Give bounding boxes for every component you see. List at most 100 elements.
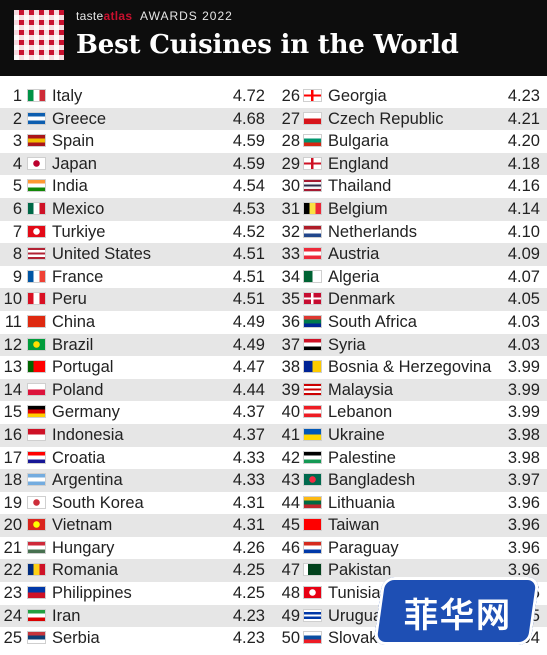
greece-flag-icon bbox=[27, 111, 46, 125]
header-banner: tasteatlas AWARDS 2022 Best Cuisines in … bbox=[0, 0, 547, 76]
rank-number: 5 bbox=[12, 177, 22, 196]
rating-score: 3.96 bbox=[507, 493, 540, 512]
rank-number: 25 bbox=[3, 629, 22, 648]
thailand-flag-icon bbox=[303, 179, 322, 193]
rank-number: 36 bbox=[281, 312, 300, 331]
indonesia-flag-icon bbox=[27, 427, 46, 441]
rating-score: 4.21 bbox=[507, 109, 540, 128]
country-name: Taiwan bbox=[328, 516, 380, 535]
table-row: 15 Germany 4.37 40 Lebanon 3.99 bbox=[0, 401, 547, 424]
rank-number: 32 bbox=[281, 222, 300, 241]
table-row: 4 Japan 4.59 29 England 4.18 bbox=[0, 152, 547, 176]
rank-number: 3 bbox=[12, 132, 22, 151]
rating-score: 4.20 bbox=[507, 132, 540, 151]
slovakia-flag-icon bbox=[303, 631, 322, 645]
peru-flag-icon bbox=[27, 292, 46, 306]
country-name: Ukraine bbox=[328, 425, 385, 444]
rank-number: 45 bbox=[281, 516, 300, 535]
table-row: 11 China 4.49 36 South Africa 4.03 bbox=[0, 311, 547, 334]
country-name: Serbia bbox=[52, 629, 100, 648]
country-name: Iran bbox=[52, 606, 81, 625]
country-name: Georgia bbox=[328, 87, 387, 105]
rating-score: 3.96 bbox=[507, 561, 540, 580]
rank-number: 28 bbox=[281, 132, 300, 151]
brand-line: tasteatlas AWARDS 2022 bbox=[76, 9, 233, 23]
rating-score: 3.96 bbox=[507, 516, 540, 535]
rating-score: 3.98 bbox=[507, 425, 540, 444]
bangladesh-flag-icon bbox=[303, 473, 322, 487]
country-name: England bbox=[328, 154, 389, 173]
spain-flag-icon bbox=[27, 134, 46, 148]
rating-score: 4.03 bbox=[507, 335, 540, 354]
netherlands-flag-icon bbox=[303, 224, 322, 238]
rank-number: 47 bbox=[281, 561, 300, 580]
country-name: Czech Republic bbox=[328, 109, 444, 128]
rating-score: 4.10 bbox=[507, 222, 540, 241]
rating-score: 4.47 bbox=[232, 358, 265, 377]
croatia-flag-icon bbox=[27, 450, 46, 464]
france-flag-icon bbox=[27, 269, 46, 283]
table-row: 22 Romania 4.25 47 Pakistan 3.96 bbox=[0, 559, 547, 583]
ukraine-flag-icon bbox=[303, 427, 322, 441]
bulgaria-flag-icon bbox=[303, 134, 322, 148]
country-name: Malaysia bbox=[328, 380, 394, 399]
rank-number: 8 bbox=[12, 245, 22, 264]
rank-number: 10 bbox=[3, 290, 22, 309]
awards-label: AWARDS 2022 bbox=[140, 9, 233, 23]
page-title: Best Cuisines in the World bbox=[76, 30, 459, 60]
rank-number: 42 bbox=[281, 448, 300, 467]
rating-score: 3.98 bbox=[507, 448, 540, 467]
rank-number: 2 bbox=[12, 109, 22, 128]
rank-number: 40 bbox=[281, 403, 300, 422]
rank-number: 34 bbox=[281, 267, 300, 286]
rating-score: 4.49 bbox=[232, 312, 265, 331]
united-states-flag-icon bbox=[27, 247, 46, 261]
syria-flag-icon bbox=[303, 337, 322, 351]
india-flag-icon bbox=[27, 179, 46, 193]
country-name: Lebanon bbox=[328, 403, 393, 422]
country-name: India bbox=[52, 177, 88, 196]
rank-number: 1 bbox=[12, 87, 22, 105]
taiwan-flag-icon bbox=[303, 518, 322, 532]
rank-number: 43 bbox=[281, 471, 300, 490]
table-row: 21 Hungary 4.26 46 Paraguay 3.96 bbox=[0, 537, 547, 560]
country-name: Thailand bbox=[328, 177, 392, 196]
rating-score: 4.54 bbox=[232, 177, 265, 196]
country-name: Lithuania bbox=[328, 493, 395, 512]
tunisia-flag-icon bbox=[303, 586, 322, 600]
pakistan-flag-icon bbox=[303, 563, 322, 577]
rating-score: 4.16 bbox=[507, 177, 540, 196]
rank-number: 46 bbox=[281, 538, 300, 557]
rank-number: 11 bbox=[4, 312, 22, 331]
country-name: Japan bbox=[52, 154, 97, 173]
table-row: 3 Spain 4.59 28 Bulgaria 4.20 bbox=[0, 130, 547, 153]
rank-number: 21 bbox=[3, 538, 22, 557]
rating-score: 4.37 bbox=[232, 403, 265, 422]
rank-number: 17 bbox=[3, 448, 22, 467]
rank-number: 16 bbox=[3, 425, 22, 444]
country-name: Peru bbox=[52, 290, 87, 309]
georgia-flag-icon bbox=[303, 89, 322, 102]
rating-score: 3.99 bbox=[507, 380, 540, 399]
japan-flag-icon bbox=[27, 156, 46, 170]
rating-score: 4.23 bbox=[507, 87, 540, 105]
rank-number: 38 bbox=[281, 358, 300, 377]
rank-number: 30 bbox=[281, 177, 300, 196]
rank-number: 13 bbox=[3, 358, 22, 377]
paraguay-flag-icon bbox=[303, 540, 322, 554]
tasteatlas-logo-icon bbox=[14, 10, 64, 60]
rank-number: 23 bbox=[3, 584, 22, 603]
rating-score: 4.33 bbox=[232, 471, 265, 490]
country-name: Vietnam bbox=[52, 516, 113, 535]
rating-score: 4.59 bbox=[232, 132, 265, 151]
country-name: Bulgaria bbox=[328, 132, 389, 151]
rank-number: 9 bbox=[12, 267, 22, 286]
algeria-flag-icon bbox=[303, 269, 322, 283]
table-row: 7 Turkiye 4.52 32 Netherlands 4.10 bbox=[0, 221, 547, 244]
rating-score: 4.52 bbox=[232, 222, 265, 241]
china-flag-icon bbox=[27, 314, 46, 328]
country-name: Brazil bbox=[52, 335, 94, 354]
country-name: Algeria bbox=[328, 267, 380, 286]
rankings-table: 1 Italy 4.72 26 Georgia 4.23 2 Greece 4.68 27 Czec… bbox=[0, 85, 547, 650]
turkiye-flag-icon bbox=[27, 224, 46, 238]
